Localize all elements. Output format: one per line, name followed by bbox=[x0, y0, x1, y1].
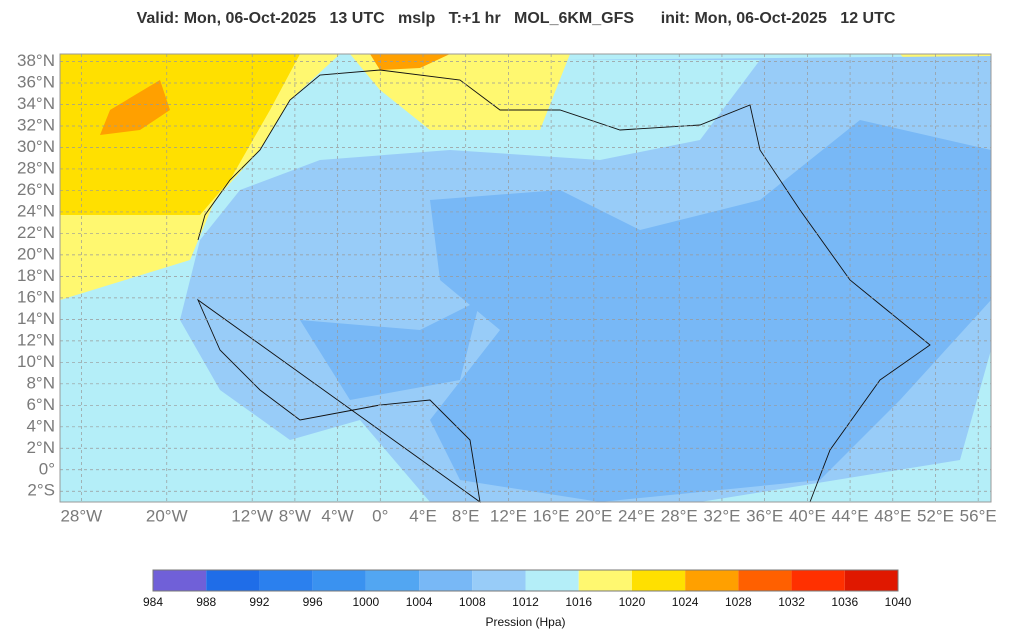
colorbar-swatch bbox=[153, 570, 207, 591]
x-tick-label: 16°E bbox=[533, 506, 570, 525]
colorbar-swatch bbox=[738, 570, 792, 591]
x-tick-label: 28°W bbox=[60, 506, 102, 525]
colorbar-frame bbox=[152, 569, 899, 592]
x-tick-label: 8°W bbox=[279, 506, 311, 525]
map-title: Valid: Mon, 06-Oct-2025 13 UTC mslp T:+1… bbox=[137, 10, 896, 27]
y-tick-label: 24°N bbox=[17, 201, 55, 220]
y-tick-label: 26°N bbox=[17, 180, 55, 199]
colorbar-tick-label: 1016 bbox=[565, 595, 592, 609]
x-tick-label: 32°E bbox=[703, 506, 740, 525]
y-tick-label: 6°N bbox=[26, 395, 55, 414]
y-tick-label: 36°N bbox=[17, 72, 55, 91]
x-tick-label: 4°W bbox=[321, 506, 353, 525]
colorbar-swatch bbox=[685, 570, 739, 591]
y-tick-label: 8°N bbox=[26, 373, 55, 392]
colorbar-tick-label: 1028 bbox=[725, 595, 752, 609]
colorbar-tick-label: 1004 bbox=[406, 595, 433, 609]
x-tick-label: 4°E bbox=[409, 506, 437, 525]
colorbar-tick-label: 1024 bbox=[672, 595, 699, 609]
colorbar-tick-label: 1000 bbox=[353, 595, 380, 609]
colorbar-swatch bbox=[472, 570, 526, 591]
x-tick-label: 52°E bbox=[917, 506, 954, 525]
x-tick-label: 40°E bbox=[789, 506, 826, 525]
colorbar-swatch bbox=[419, 570, 473, 591]
x-tick-label: 48°E bbox=[874, 506, 911, 525]
colorbar-tick-label: 1020 bbox=[619, 595, 646, 609]
colorbar-tick-label: 984 bbox=[143, 595, 163, 609]
y-tick-label: 16°N bbox=[17, 287, 55, 306]
y-tick-label: 32°N bbox=[17, 115, 55, 134]
colorbar-swatch bbox=[525, 570, 579, 591]
colorbar-tick-label: 988 bbox=[196, 595, 216, 609]
colorbar-tick-label: 1040 bbox=[885, 595, 912, 609]
y-tick-label: 0° bbox=[39, 459, 55, 478]
x-tick-label: 20°E bbox=[575, 506, 612, 525]
y-tick-label: 22°N bbox=[17, 223, 55, 242]
x-tick-label: 20°W bbox=[146, 506, 188, 525]
colorbar-swatch bbox=[791, 570, 845, 591]
x-tick-label: 24°E bbox=[618, 506, 655, 525]
colorbar-swatch bbox=[365, 570, 420, 591]
y-tick-label: 38°N bbox=[17, 51, 55, 70]
colorbar-tick-label: 1036 bbox=[831, 595, 858, 609]
y-tick-label: 28°N bbox=[17, 158, 55, 177]
colorbar-swatch bbox=[259, 570, 313, 591]
colorbar-label: Pression (Hpa) bbox=[485, 615, 565, 629]
x-tick-label: 0° bbox=[372, 506, 388, 525]
colorbar-swatch bbox=[206, 570, 260, 591]
y-tick-label: 10°N bbox=[17, 352, 55, 371]
x-tick-label: 12°W bbox=[231, 506, 273, 525]
colorbar-tick-label: 996 bbox=[303, 595, 323, 609]
colorbar-swatch bbox=[312, 570, 366, 591]
colorbar-swatch bbox=[844, 570, 898, 591]
x-tick-label: 44°E bbox=[832, 506, 869, 525]
x-tick-label: 28°E bbox=[661, 506, 698, 525]
colorbar-swatch bbox=[631, 570, 686, 591]
colorbar-tick-label: 1012 bbox=[512, 595, 539, 609]
y-tick-label: 30°N bbox=[17, 137, 55, 156]
y-tick-label: 12°N bbox=[17, 330, 55, 349]
y-tick-label: 34°N bbox=[17, 94, 55, 113]
x-tick-label: 12°E bbox=[490, 506, 527, 525]
colorbar-tick-label: 992 bbox=[249, 595, 269, 609]
y-tick-label: 20°N bbox=[17, 244, 55, 263]
map-field bbox=[59, 53, 992, 503]
colorbar-tick-label: 1032 bbox=[778, 595, 805, 609]
y-tick-label: 14°N bbox=[17, 309, 55, 328]
y-tick-label: 2°S bbox=[27, 481, 55, 500]
x-tick-label: 56°E bbox=[960, 506, 997, 525]
x-tick-label: 8°E bbox=[452, 506, 480, 525]
x-tick-label: 36°E bbox=[746, 506, 783, 525]
y-tick-label: 18°N bbox=[17, 266, 55, 285]
y-tick-label: 2°N bbox=[26, 438, 55, 457]
y-tick-label: 4°N bbox=[26, 416, 55, 435]
colorbar-tick-label: 1008 bbox=[459, 595, 486, 609]
colorbar-swatch bbox=[578, 570, 632, 591]
